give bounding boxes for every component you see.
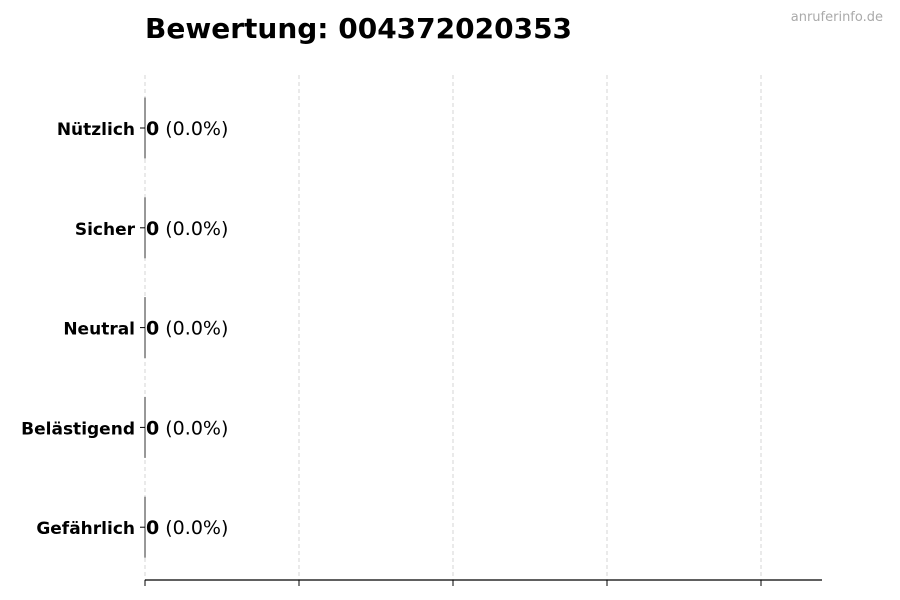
watermark: anruferinfo.de (790, 10, 883, 25)
category-label: Belästigend (21, 419, 135, 439)
value-label: 0 (146, 318, 159, 340)
category-label: Nützlich (57, 120, 135, 140)
percent-label: (0.0%) (159, 318, 228, 340)
percent-label: (0.0%) (159, 417, 228, 439)
category-label: Gefährlich (36, 519, 135, 539)
value-label: 0 (146, 417, 159, 439)
category-label: Neutral (63, 320, 135, 340)
percent-label: (0.0%) (159, 517, 228, 539)
data-label: 0 (0.0%) (146, 118, 228, 140)
data-label: 0 (0.0%) (146, 318, 228, 340)
data-label: 0 (0.0%) (146, 517, 228, 539)
value-label: 0 (146, 517, 159, 539)
category-label: Sicher (75, 220, 136, 240)
data-label: 0 (0.0%) (146, 218, 228, 240)
chart-title: Bewertung: 004372020353 (145, 12, 573, 45)
value-label: 0 (146, 218, 159, 240)
percent-label: (0.0%) (159, 218, 228, 240)
data-label: 0 (0.0%) (146, 417, 228, 439)
percent-label: (0.0%) (159, 118, 228, 140)
value-label: 0 (146, 118, 159, 140)
